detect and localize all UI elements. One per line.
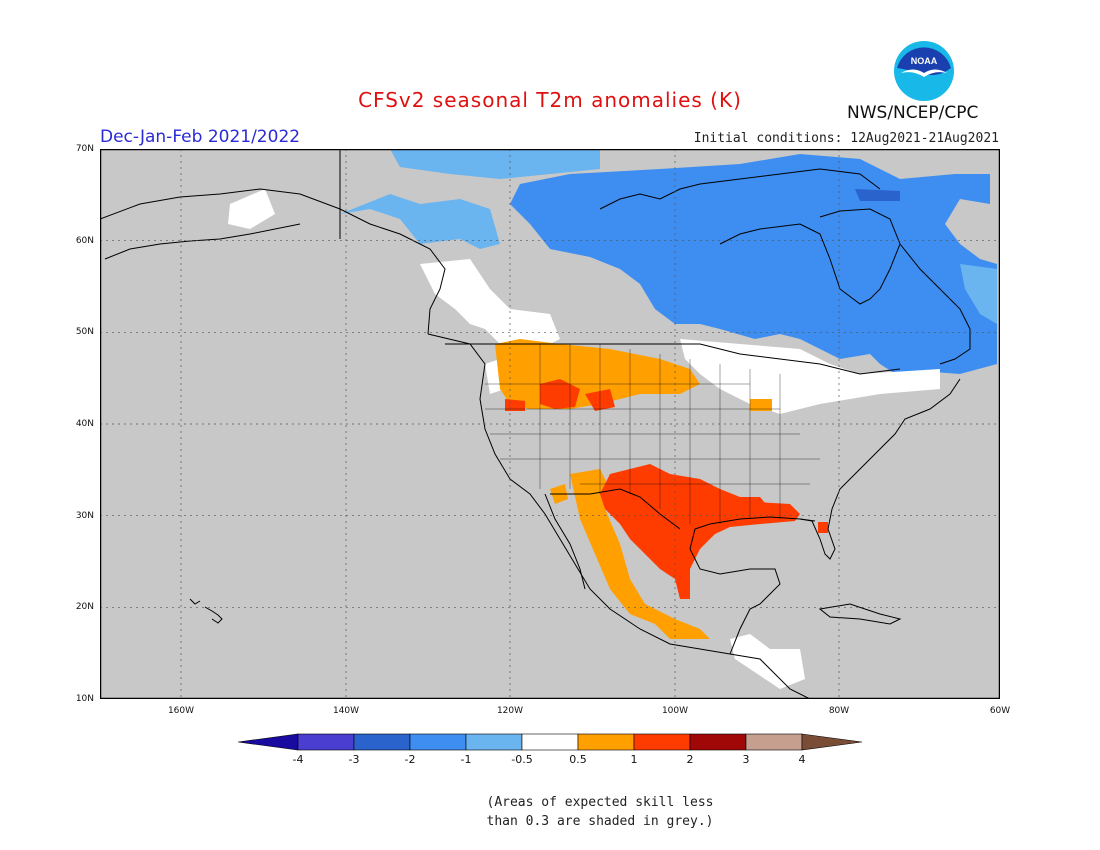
colorbar-seg-05-1 bbox=[577, 733, 635, 751]
colorbar-seg-2-3 bbox=[689, 733, 747, 751]
anomaly-orange-greatlakes bbox=[750, 399, 772, 411]
footnote-line-1: (Areas of expected skill less bbox=[486, 795, 714, 810]
lat-label-60n: 60N bbox=[75, 236, 94, 246]
colorbar-seg-neg3-neg2 bbox=[353, 733, 411, 751]
coastline-cuba bbox=[818, 603, 902, 625]
logo-gull bbox=[901, 69, 947, 77]
anomaly-orange-mexico bbox=[570, 469, 710, 639]
lat-label-70n: 70N bbox=[75, 144, 94, 154]
anomaly-white-bc bbox=[420, 259, 560, 349]
colorbar-label: 3 bbox=[742, 753, 750, 766]
lat-label-50n: 50N bbox=[75, 327, 94, 337]
footnote-line-2: than 0.3 are shaded in grey.) bbox=[486, 814, 714, 829]
negative-anomaly-regions bbox=[340, 149, 997, 377]
lon-label-160w: 160W bbox=[167, 706, 195, 716]
state-borders bbox=[485, 344, 820, 524]
coastline-mexico-west bbox=[574, 563, 811, 699]
anomaly-light-blue-yukon bbox=[340, 194, 500, 249]
initial-conditions: Initial conditions: 12Aug2021-21Aug2021 bbox=[693, 131, 999, 146]
skill-footnote: (Areas of expected skill less than 0.3 a… bbox=[460, 793, 740, 831]
lon-label-140w: 140W bbox=[332, 706, 360, 716]
map-title: CFSv2 seasonal T2m anomalies (K) bbox=[358, 88, 742, 112]
colorbar-seg-neg4-neg3 bbox=[297, 733, 355, 751]
forecast-period: Dec-Jan-Feb 2021/2022 bbox=[100, 127, 301, 147]
lat-label-40n: 40N bbox=[75, 419, 94, 429]
map-frame bbox=[100, 149, 1000, 699]
colorbar bbox=[238, 733, 862, 751]
grid-lines bbox=[100, 149, 1000, 699]
anomaly-blue-canada-main bbox=[510, 154, 997, 377]
colorbar-seg-3-4 bbox=[745, 733, 803, 751]
colorbar-label: -3 bbox=[348, 753, 360, 766]
noaa-logo-icon: NOAA bbox=[894, 41, 954, 101]
colorbar-label: -0.5 bbox=[511, 753, 533, 766]
coastline-labrador bbox=[899, 243, 971, 365]
anomaly-light-blue-arctic bbox=[390, 149, 600, 179]
logo-dark-top bbox=[897, 47, 951, 76]
coastline-west-us bbox=[427, 333, 576, 565]
lat-label-10n: 10N bbox=[75, 694, 94, 704]
lat-label-20n: 20N bbox=[75, 602, 94, 612]
anomaly-white-greatlakes bbox=[680, 339, 940, 414]
colorbar-seg-1-2 bbox=[633, 733, 691, 751]
colorbar-seg-gt-4 bbox=[801, 733, 862, 751]
lat-label-30n: 30N bbox=[75, 511, 94, 521]
colorbar-seg-neg1-neg05 bbox=[465, 733, 523, 751]
anomaly-white-alaska bbox=[228, 189, 275, 229]
anomaly-red-florida bbox=[818, 522, 828, 533]
anomaly-red-texas-mexico bbox=[600, 464, 790, 599]
coastline-arctic-islands bbox=[599, 168, 881, 210]
colorbar-seg-neg05-05 bbox=[521, 733, 579, 751]
coastline-florida bbox=[799, 378, 961, 560]
lon-label-80w: 80W bbox=[828, 706, 850, 716]
coastline-hudson-bay bbox=[719, 208, 901, 305]
anomaly-white-central-america bbox=[730, 634, 805, 689]
coastline-aleutians bbox=[104, 223, 301, 260]
logo-text: NOAA bbox=[911, 56, 938, 66]
coastline-hawaii bbox=[189, 598, 223, 624]
colorbar-label: -4 bbox=[292, 753, 304, 766]
colorbar-label: 0.5 bbox=[569, 753, 587, 766]
colorbar-label: 2 bbox=[686, 753, 694, 766]
anomaly-dark-blue-north bbox=[855, 189, 900, 201]
colorbar-seg-neg2-neg1 bbox=[409, 733, 467, 751]
colorbar-seg-lt-neg4 bbox=[238, 733, 299, 751]
anomaly-blue-hudson-east bbox=[850, 309, 997, 374]
lon-label-60w: 60W bbox=[989, 706, 1011, 716]
colorbar-label: 4 bbox=[798, 753, 806, 766]
anomaly-light-blue-labrador bbox=[960, 264, 997, 324]
agency-label: NWS/NCEP/CPC bbox=[847, 103, 979, 123]
coastline-alaska bbox=[100, 188, 446, 335]
lon-label-120w: 120W bbox=[496, 706, 524, 716]
colorbar-label: -2 bbox=[404, 753, 416, 766]
colorbar-label: -1 bbox=[460, 753, 472, 766]
border-us-canada bbox=[445, 343, 901, 375]
lon-label-100w: 100W bbox=[661, 706, 689, 716]
anomaly-map bbox=[100, 149, 1000, 699]
colorbar-label: 1 bbox=[630, 753, 638, 766]
